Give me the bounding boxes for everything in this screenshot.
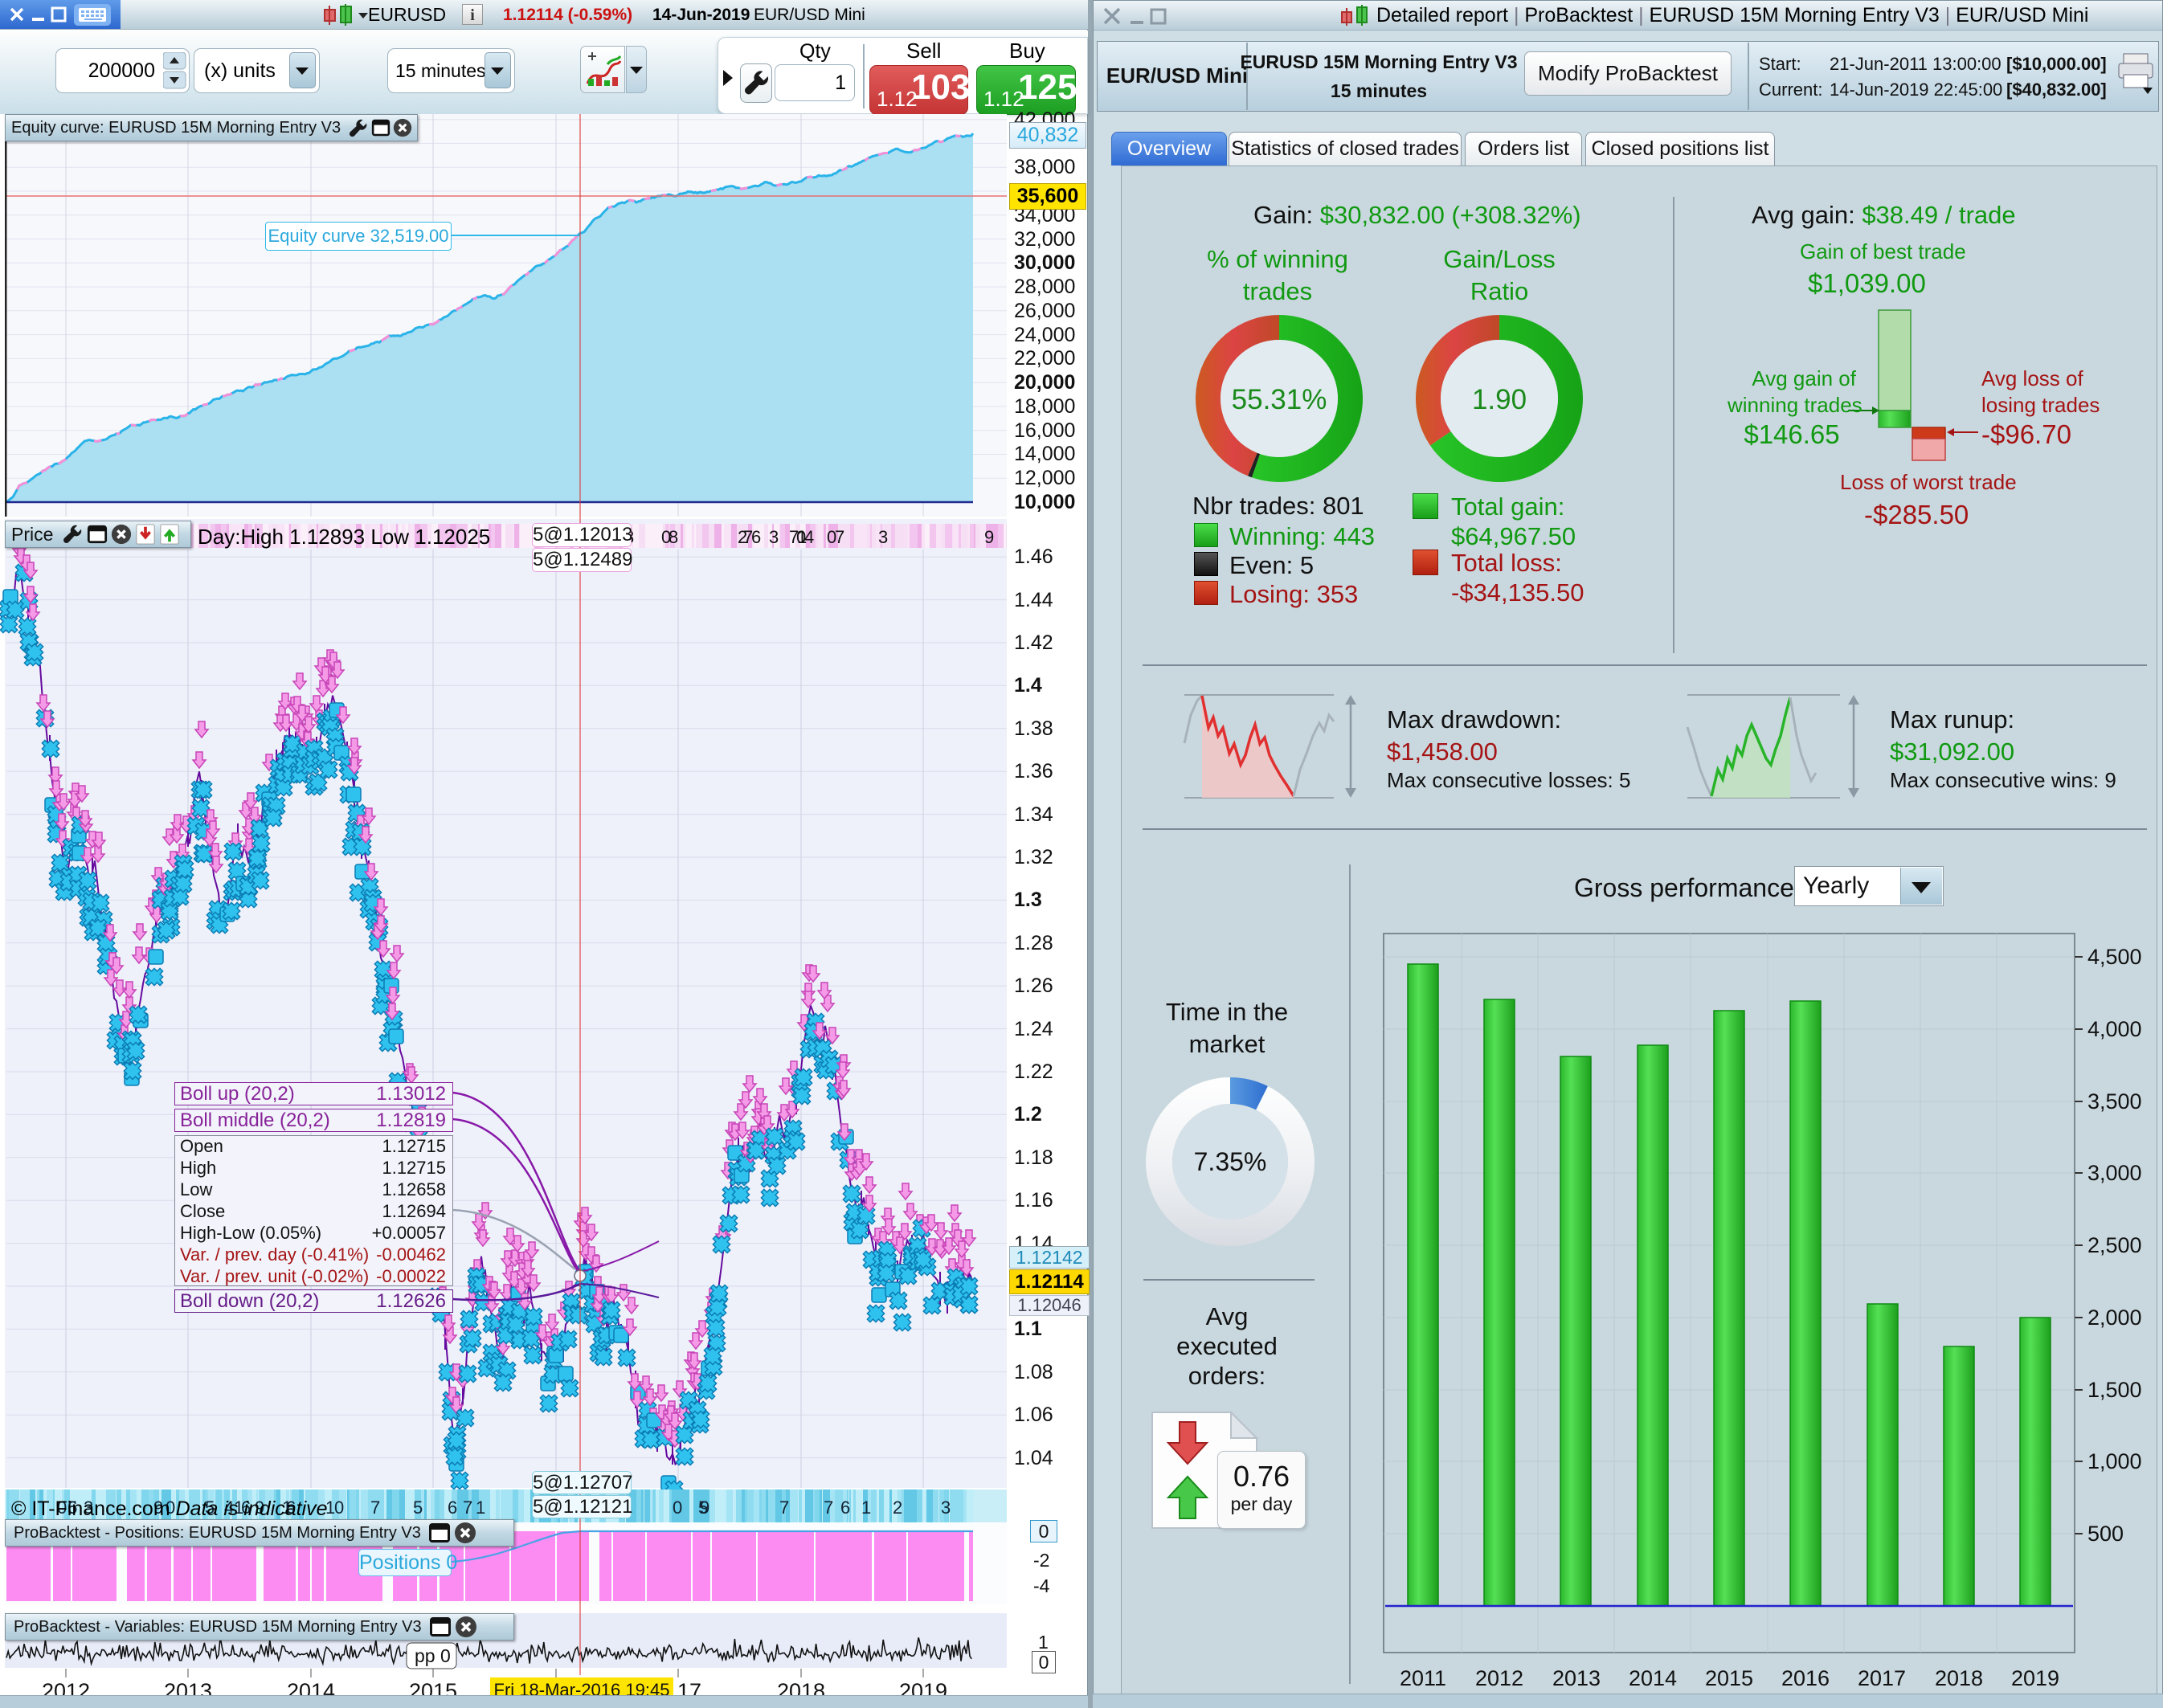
svg-text:500: 500 — [2087, 1522, 2124, 1546]
svg-text:3: 3 — [769, 527, 779, 547]
svg-text:6: 6 — [751, 527, 761, 547]
svg-text:2: 2 — [893, 1498, 902, 1518]
svg-text:7: 7 — [743, 527, 753, 547]
svg-text:1,000: 1,000 — [2087, 1449, 2142, 1473]
svg-text:4: 4 — [224, 1498, 234, 1518]
svg-text:8: 8 — [669, 527, 678, 547]
svg-text:9: 9 — [984, 527, 994, 547]
svg-text:1: 1 — [797, 527, 807, 547]
svg-text:3,000: 3,000 — [2087, 1161, 2142, 1185]
svg-text:2,500: 2,500 — [2087, 1233, 2142, 1257]
svg-text:7: 7 — [835, 527, 844, 547]
svg-text:1,500: 1,500 — [2087, 1378, 2142, 1402]
svg-text:2017: 2017 — [1858, 1666, 1906, 1690]
svg-text:0: 0 — [661, 527, 671, 547]
svg-text:2019: 2019 — [2011, 1666, 2059, 1690]
svg-text:4,000: 4,000 — [2087, 1017, 2142, 1041]
svg-text:7: 7 — [463, 1498, 472, 1518]
svg-text:pp 0: pp 0 — [415, 1645, 451, 1666]
svg-text:7: 7 — [370, 1498, 380, 1518]
svg-text:6: 6 — [448, 1498, 457, 1518]
svg-text:7: 7 — [824, 1498, 833, 1518]
svg-text:4,500: 4,500 — [2087, 945, 2142, 969]
svg-text:5: 5 — [413, 1498, 423, 1518]
svg-text:2015: 2015 — [1705, 1666, 1753, 1690]
svg-text:9: 9 — [153, 1498, 163, 1518]
svg-text:7: 7 — [779, 1498, 789, 1518]
svg-text:5: 5 — [67, 1498, 77, 1518]
svg-text:3: 3 — [878, 527, 888, 547]
svg-text:6: 6 — [241, 1498, 251, 1518]
svg-text:0: 0 — [796, 527, 806, 547]
svg-text:2016: 2016 — [1781, 1666, 1830, 1690]
svg-text:0: 0 — [57, 1498, 67, 1518]
svg-text:5: 5 — [205, 1498, 215, 1518]
svg-text:0: 0 — [166, 1498, 175, 1518]
svg-text:3: 3 — [84, 1498, 93, 1518]
svg-text:2,000: 2,000 — [2087, 1306, 2142, 1330]
svg-text:6: 6 — [286, 1498, 296, 1518]
svg-text:9: 9 — [255, 1498, 264, 1518]
svg-text:Day:High 1.12893 Low 1.12025: Day:High 1.12893 Low 1.12025 — [198, 525, 490, 549]
svg-text:1: 1 — [282, 1498, 292, 1518]
svg-text:6: 6 — [840, 1498, 850, 1518]
svg-text:7: 7 — [789, 527, 799, 547]
svg-text:1: 1 — [325, 1498, 335, 1518]
svg-text:4: 4 — [804, 527, 814, 547]
svg-text:2014: 2014 — [1629, 1666, 1677, 1690]
svg-text:5: 5 — [698, 1498, 708, 1518]
svg-text:2018: 2018 — [1935, 1666, 1983, 1690]
svg-text:2012: 2012 — [1475, 1666, 1523, 1690]
svg-text:0: 0 — [334, 1498, 344, 1518]
svg-text:9: 9 — [700, 1498, 709, 1518]
svg-text:© IT-Finance.com Data is indic: © IT-Finance.com Data is indicative — [11, 1498, 328, 1520]
svg-text:2013: 2013 — [1552, 1666, 1601, 1690]
svg-text:3,500: 3,500 — [2087, 1089, 2142, 1113]
svg-text:2: 2 — [738, 527, 747, 547]
svg-text:0: 0 — [673, 1498, 682, 1518]
svg-text:0: 0 — [827, 527, 836, 547]
svg-text:1: 1 — [861, 1498, 871, 1518]
svg-text:6: 6 — [67, 1498, 77, 1518]
svg-text:1: 1 — [234, 1498, 243, 1518]
svg-text:2011: 2011 — [1400, 1666, 1446, 1690]
svg-text:1: 1 — [476, 1498, 485, 1518]
svg-text:3: 3 — [941, 1498, 951, 1518]
